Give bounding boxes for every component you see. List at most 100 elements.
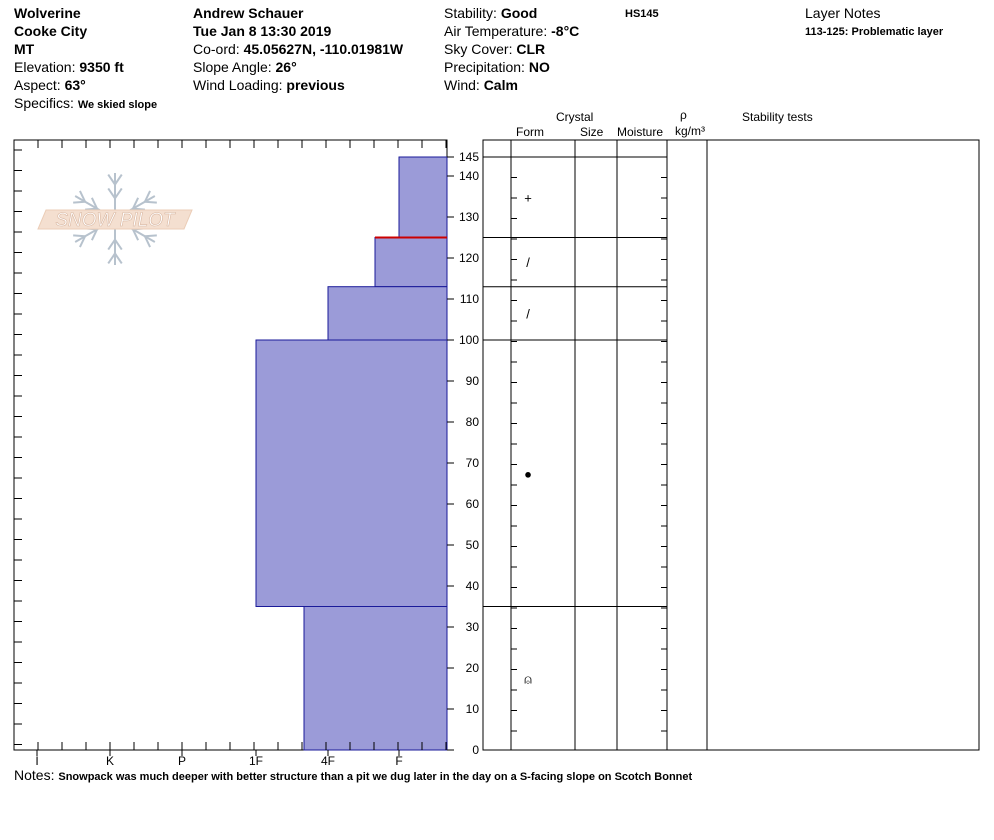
depth-label: 70 [466, 456, 480, 470]
elevation-label: Elevation: [14, 59, 80, 75]
depth-axis: 0 10 20 30 40 50 60 70 80 90 100 110 120 130 140 145 [447, 150, 479, 757]
snowflake-branch [90, 197, 98, 210]
crystal-form-symbol: ● [524, 466, 532, 481]
wind-loading-label: Wind Loading: [193, 77, 287, 93]
precip-label: Precipitation: [444, 59, 529, 75]
coord-row: Co-ord: 45.05627N, -110.01981W [193, 40, 403, 58]
depth-label: 100 [459, 333, 479, 347]
hardness-label: P [178, 754, 186, 768]
depth-label: 130 [459, 210, 479, 224]
sky-row: Sky Cover: CLR [444, 40, 545, 58]
wind-loading-value: previous [286, 77, 345, 93]
snowflake-branch [85, 207, 98, 211]
profile-table-layers: + / / ● ⍝ [483, 156, 667, 732]
snowflake-branch [73, 234, 86, 238]
state-name: MT [14, 41, 35, 57]
snowflake-branch [132, 228, 140, 241]
layer-note: 113-125: Problematic layer [805, 26, 944, 38]
depth-label: 20 [466, 661, 480, 675]
depth-label: 0 [472, 743, 479, 757]
logo-text: SNOW PILOT [55, 210, 176, 231]
aspect-label: Aspect: [14, 77, 65, 93]
aspect-value: 63° [64, 77, 86, 93]
sky-value: CLR [516, 41, 546, 57]
depth-label: 50 [466, 538, 480, 552]
elevation-row: Elevation: 9350 ft [14, 58, 124, 76]
stability-row: Stability: Good [444, 4, 537, 22]
snowflake-branch [114, 187, 123, 199]
air-temp-row: Air Temperature: -8°C [444, 22, 579, 40]
precip-value: NO [528, 59, 550, 75]
density-unit-header: kg/m³ [675, 124, 705, 138]
crystal-form-symbol: + [524, 190, 532, 205]
hardness-label: F [395, 754, 402, 768]
air-temp-label: Air Temperature: [444, 23, 552, 39]
hardness-layers [255, 156, 448, 751]
layer-notes-label: Layer Notes [805, 5, 881, 21]
snowflake-branch [79, 190, 87, 203]
hardness-label: K [106, 754, 114, 768]
hardness-label: 4F [321, 754, 335, 768]
snowflake-branch [132, 197, 140, 210]
notes-row: Notes: Snowpack was much deeper with bet… [14, 766, 692, 786]
snowflake-branch [144, 234, 157, 238]
depth-label: 140 [459, 169, 479, 183]
hardness-label: I [35, 754, 38, 768]
form-header: Form [516, 125, 544, 139]
wind-label: Wind: [444, 77, 484, 93]
depth-label: 30 [466, 620, 480, 634]
precip-row: Precipitation: NO [444, 58, 550, 76]
snowflake-branch [107, 239, 116, 251]
snowflake-branch [73, 200, 86, 204]
rho-header: ρ [680, 108, 687, 122]
slope-value: 26° [275, 59, 297, 75]
slope-label: Slope Angle: [193, 59, 276, 75]
hardness-label: 1F [249, 754, 263, 768]
wind-row: Wind: Calm [444, 76, 518, 94]
profile-table-frame [482, 139, 980, 751]
wind-value: Calm [483, 77, 518, 93]
specifics-label: Specifics: [14, 95, 78, 111]
hardness-axis: I K P 1F 4F F [13, 140, 447, 768]
notes-label: Notes: [14, 767, 59, 783]
snowflake-branch [143, 190, 151, 203]
snowflake-branch [114, 174, 123, 186]
area-name: Cooke City [14, 23, 88, 39]
snowflake-branch [132, 207, 145, 211]
observation-datetime: Tue Jan 8 13:30 2019 [193, 23, 332, 39]
snowflake-branch [90, 228, 98, 241]
depth-label: 60 [466, 497, 480, 511]
stability-value: Good [500, 5, 538, 21]
depth-label: 80 [466, 415, 480, 429]
hs-value: HS145 [625, 8, 659, 20]
size-header: Size [580, 125, 604, 139]
stability-tests-header: Stability tests [742, 110, 813, 124]
specifics-value: We skied slope [77, 99, 158, 111]
snowflake-branch [107, 174, 116, 186]
elevation-value: 9350 ft [79, 59, 124, 75]
moisture-header: Moisture [617, 125, 664, 139]
slope-row: Slope Angle: 26° [193, 58, 297, 76]
snowpilot-logo: SNOW PILOT [37, 173, 193, 265]
hardness-layer-bar [303, 606, 448, 751]
specifics-row: Specifics: We skied slope [14, 94, 157, 114]
depth-label: 40 [466, 579, 480, 593]
snowflake-branch [107, 187, 116, 199]
crystal-form-symbol: ⍝ [524, 671, 532, 686]
crystal-form-symbol: / [526, 306, 530, 321]
observer-name: Andrew Schauer [193, 5, 304, 21]
location-name: Wolverine [14, 5, 81, 21]
hardness-layer-bar [327, 286, 448, 341]
wind-loading-row: Wind Loading: previous [193, 76, 345, 94]
hardness-layer-bar [255, 339, 448, 607]
notes-text: Snowpack was much deeper with better str… [58, 771, 693, 783]
depth-label: 90 [466, 374, 480, 388]
snowflake-branch [114, 239, 123, 251]
crystal-form-symbol: / [526, 255, 530, 270]
coord-value: 45.05627N, -110.01981W [243, 41, 404, 57]
sky-label: Sky Cover: [444, 41, 517, 57]
depth-label: 110 [460, 292, 479, 306]
snowflake-branch [143, 235, 151, 248]
aspect-row: Aspect: 63° [14, 76, 86, 94]
